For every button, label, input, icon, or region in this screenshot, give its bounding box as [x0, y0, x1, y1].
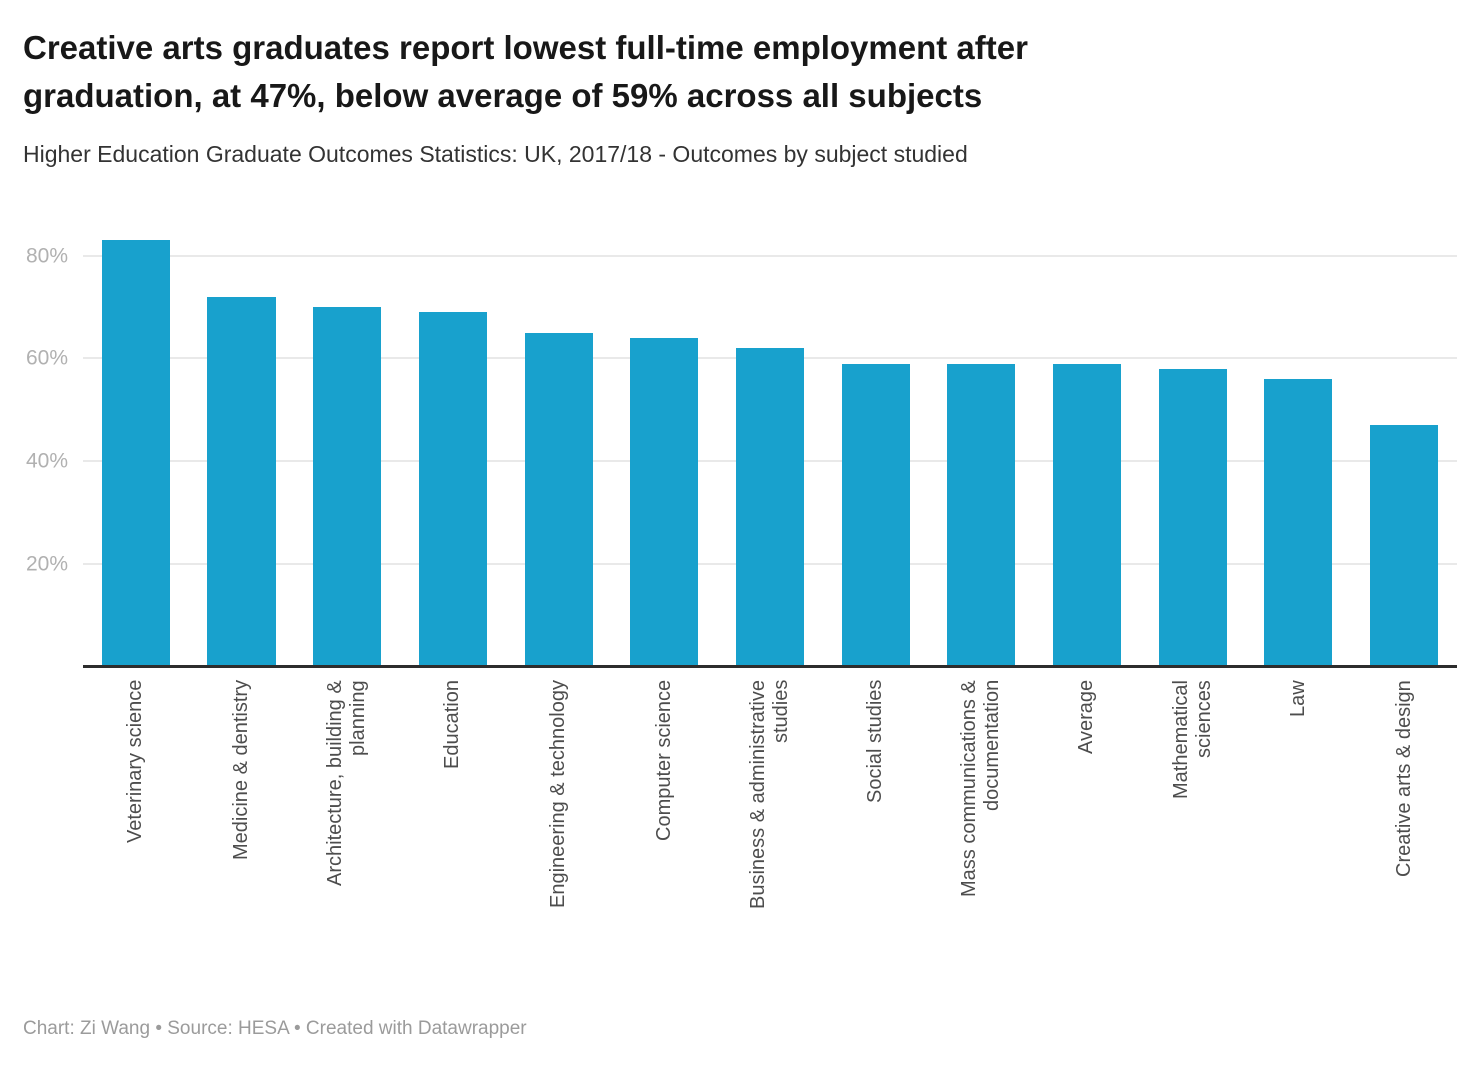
- x-axis-label-cell: Mathematical sciences: [1140, 680, 1246, 980]
- x-axis-category-label: Medicine & dentistry: [229, 680, 252, 861]
- bar-slot: [189, 217, 295, 667]
- bar-slot: [506, 217, 612, 667]
- chart-subtitle: Higher Education Graduate Outcomes Stati…: [23, 141, 968, 167]
- chart-title: Creative arts graduates report lowest fu…: [23, 29, 1028, 115]
- x-axis-category-label: Education: [441, 680, 464, 769]
- bar-slot: [1034, 217, 1140, 667]
- plot-area: 20% 40% 60% 80%: [26, 217, 1457, 668]
- x-axis-category-label: Average: [1075, 680, 1098, 755]
- bar-slot: [611, 217, 717, 667]
- x-axis-category-label: Creative arts & design: [1392, 680, 1415, 877]
- bar-slot: [1351, 217, 1457, 667]
- x-axis-label-cell: Law: [1246, 680, 1352, 980]
- x-axis-category-label: Law: [1286, 680, 1309, 717]
- bar[interactable]: [1052, 363, 1122, 667]
- x-axis-category-label: Architecture, building & planning: [324, 680, 370, 886]
- bar[interactable]: [207, 296, 276, 667]
- bar[interactable]: [313, 307, 382, 667]
- x-axis-line: [83, 665, 1457, 668]
- x-axis-label-cell: Creative arts & design: [1351, 680, 1457, 980]
- x-axis-category-label: Mass communications & documentation: [958, 680, 1004, 897]
- x-axis-label-cell: Medicine & dentistry: [189, 680, 295, 980]
- bar-slot: [1140, 217, 1246, 667]
- y-axis-tick-label: 80%: [25, 244, 68, 268]
- x-axis-category-label: Engineering & technology: [547, 680, 569, 908]
- bar[interactable]: [735, 348, 805, 667]
- x-axis-label-cell: Engineering & technology: [506, 680, 612, 980]
- bar[interactable]: [630, 337, 699, 667]
- bar[interactable]: [841, 363, 910, 667]
- x-axis-label-cell: Mass communications & documentation: [929, 680, 1035, 980]
- bar[interactable]: [418, 312, 487, 667]
- x-axis-category-label: Mathematical sciences: [1169, 680, 1215, 799]
- chart-footer: Chart: Zi Wang • Source: HESA • Created …: [23, 1018, 527, 1039]
- x-axis-label-cell: Average: [1034, 680, 1140, 980]
- x-axis-category-label: Veterinary science: [124, 680, 147, 844]
- bar-slot: [929, 217, 1035, 667]
- bar-slot: [823, 217, 929, 667]
- gridline: [83, 254, 1457, 257]
- bar[interactable]: [524, 332, 593, 667]
- bar[interactable]: [1158, 368, 1227, 667]
- x-axis-label-cell: Social studies: [823, 680, 929, 980]
- x-axis-category-label: Business & administrative studies: [746, 680, 792, 909]
- x-axis-category-label: Computer science: [652, 680, 675, 842]
- x-axis-label-cell: Architecture, building & planning: [294, 680, 400, 980]
- bars-row: [83, 217, 1457, 667]
- y-axis-tick-label: 60%: [25, 346, 68, 370]
- bar-slot: [294, 217, 400, 667]
- x-axis-label-cell: Business & administrative studies: [717, 680, 823, 980]
- x-axis-labels: Veterinary science Medicine & dentistry Ar…: [83, 680, 1457, 980]
- x-axis-label-cell: Computer science: [611, 680, 717, 980]
- y-axis-tick-label: 20%: [25, 552, 68, 576]
- x-axis-label-cell: Veterinary science: [83, 680, 189, 980]
- x-axis-label-cell: Education: [400, 680, 506, 980]
- bar[interactable]: [1370, 425, 1439, 667]
- bar[interactable]: [101, 240, 170, 667]
- bar-slot: [400, 217, 506, 667]
- bar-slot: [1246, 217, 1352, 667]
- bar[interactable]: [947, 363, 1016, 667]
- x-axis-category-label: Social studies: [864, 680, 887, 804]
- y-axis-tick-label: 40%: [25, 449, 68, 473]
- bar-slot: [717, 217, 823, 667]
- bar-slot: [83, 217, 189, 667]
- bar[interactable]: [1264, 379, 1333, 667]
